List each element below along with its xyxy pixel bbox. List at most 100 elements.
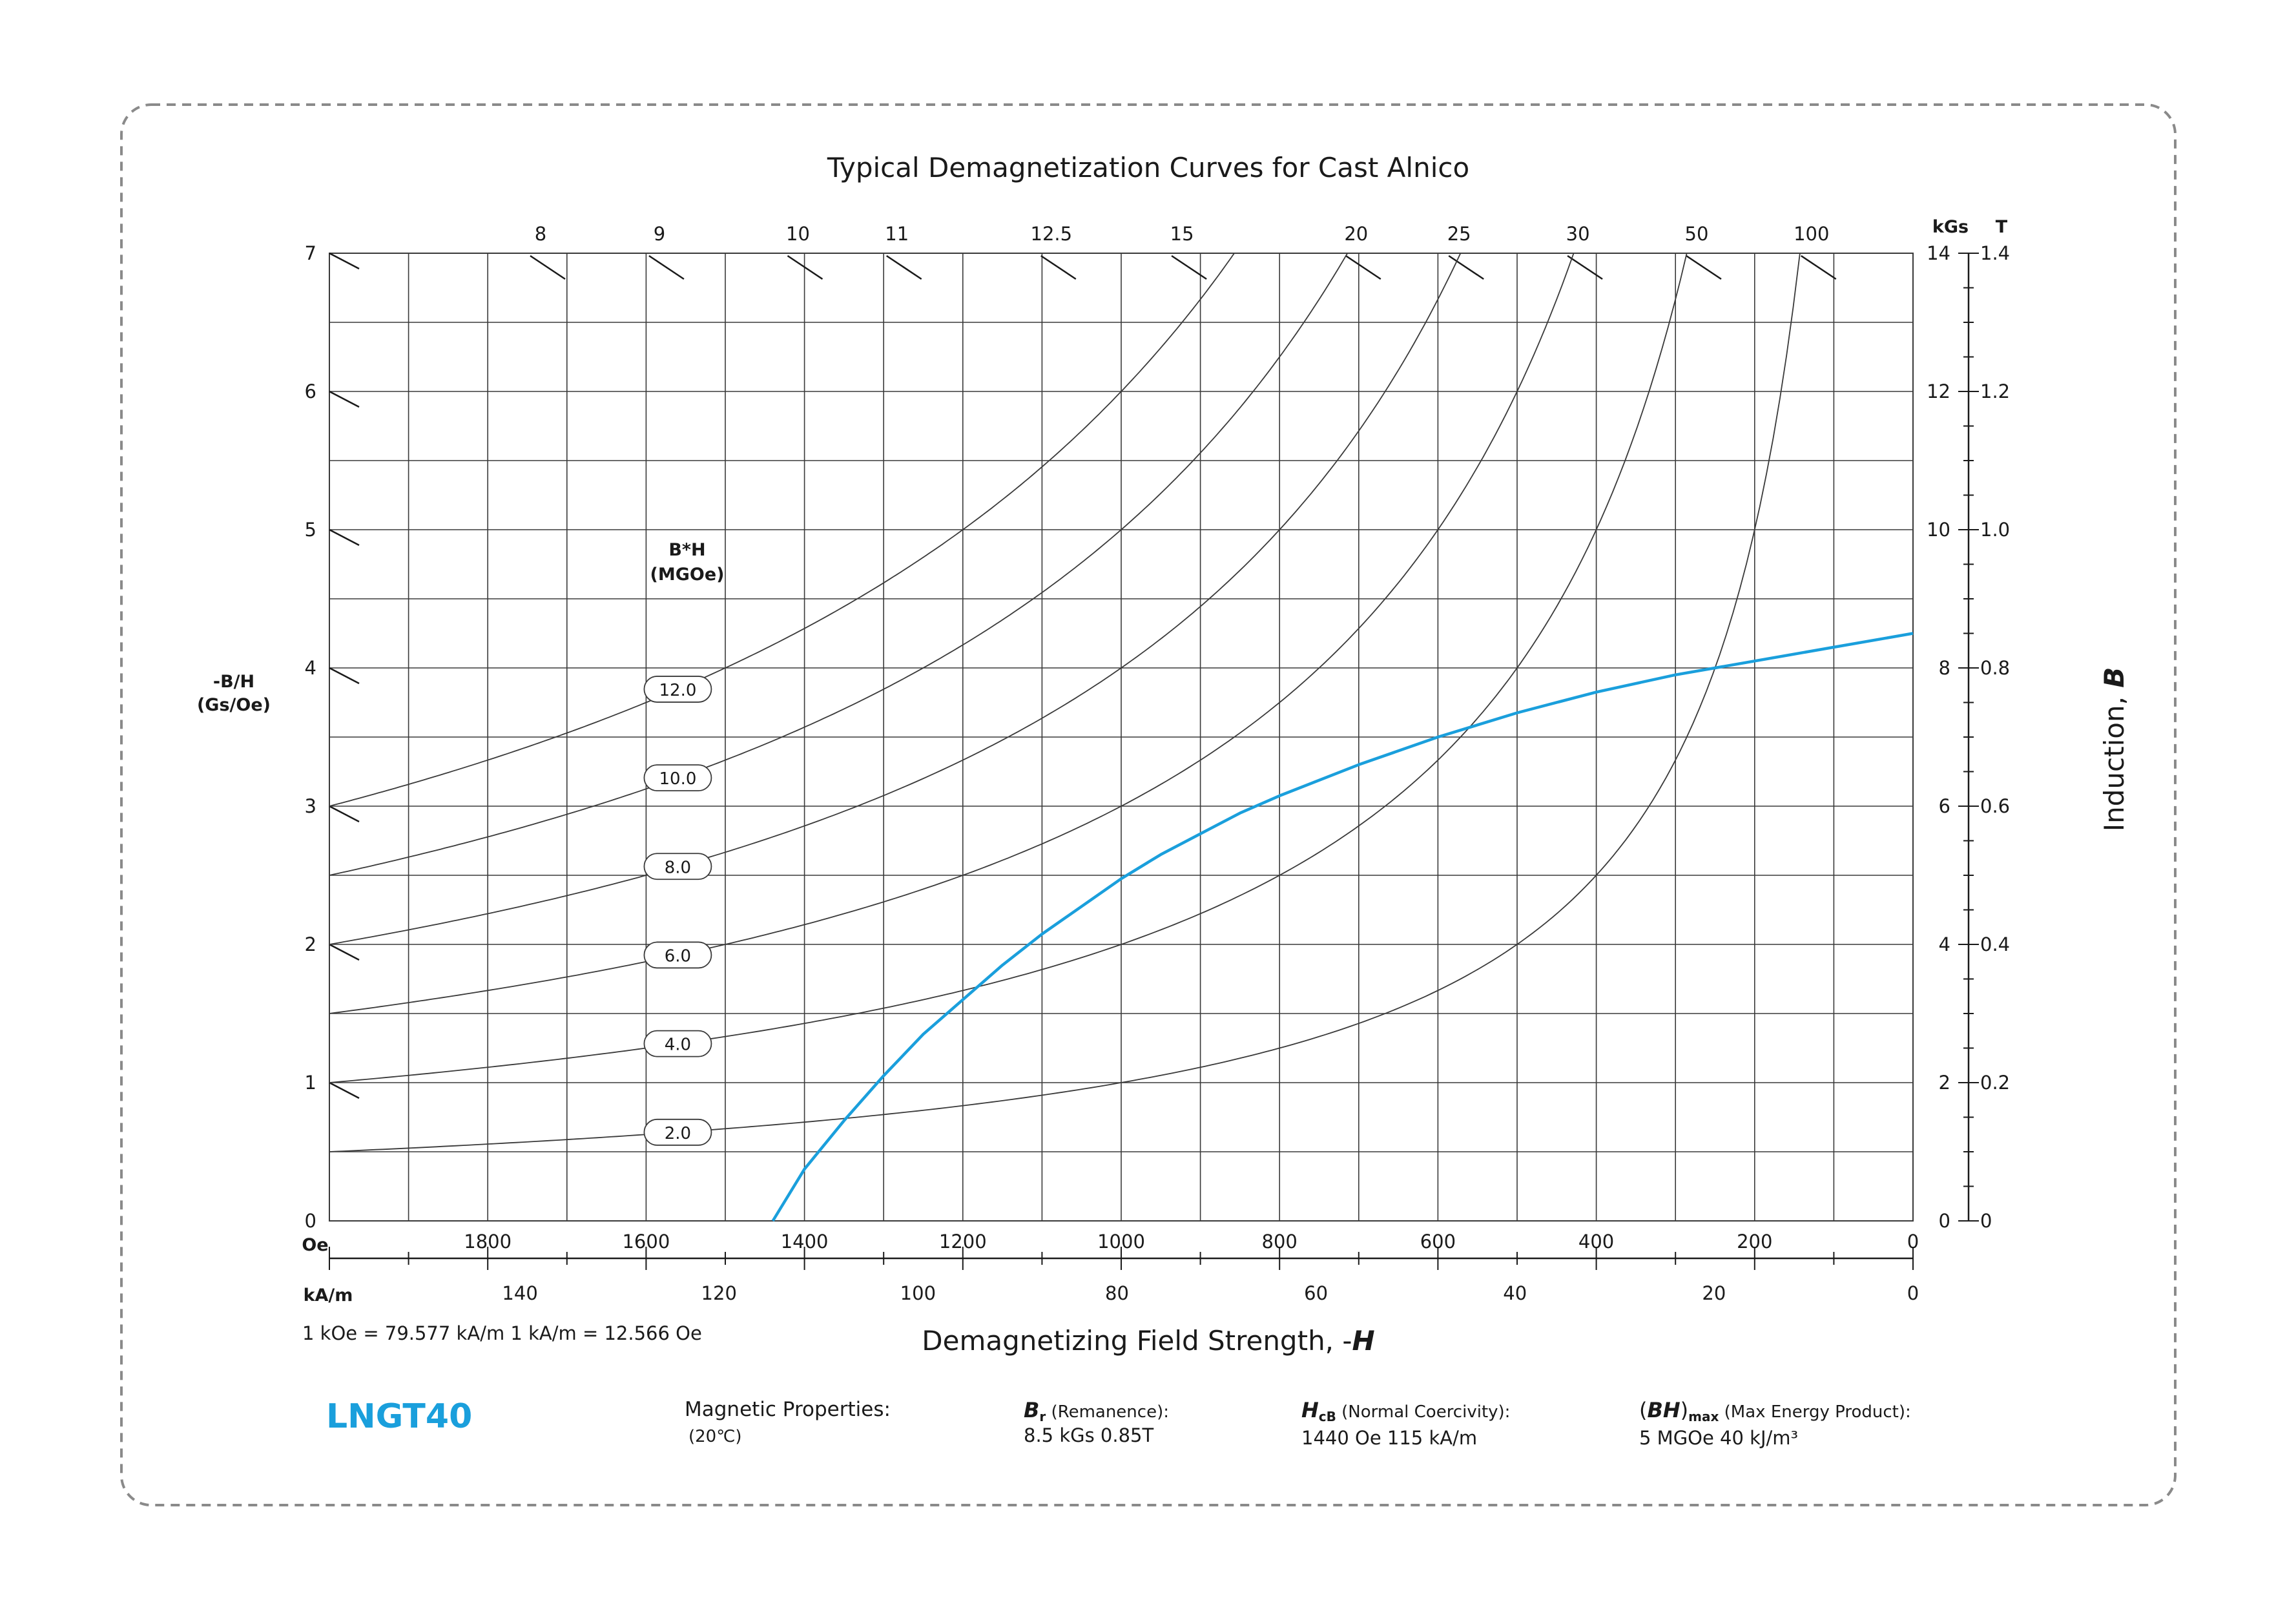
permeance-left-tick [329, 252, 360, 270]
y-tick-label-tesla: 0 [1980, 1210, 1992, 1232]
permeance-tick [648, 255, 685, 280]
bhmax-sub: max [1688, 1409, 1719, 1424]
br-label: (Remanence): [1046, 1402, 1169, 1422]
y-tick-left: 2 [305, 933, 316, 955]
y-axis-title-text: Induction, [2098, 688, 2130, 832]
permeance-tick [530, 255, 566, 280]
energy-curve-label: 8.0 [665, 858, 691, 877]
br-sub: r [1039, 1409, 1046, 1424]
energy-label-line2: (MGOe) [650, 565, 725, 585]
y-axis-title-right: Induction, B [2098, 667, 2130, 832]
temperature-note: (20℃) [688, 1427, 742, 1446]
y-tick-kgs: 8 [1939, 657, 1950, 679]
permeance-label: 10 [786, 223, 810, 245]
permeance-label: 11 [885, 223, 909, 245]
x-tick-label-kam: 60 [1304, 1282, 1328, 1304]
energy-curve [329, 253, 1575, 1014]
permeance-label: 50 [1685, 223, 1709, 245]
hcb-heading: HcB (Normal Coercivity): [1301, 1398, 1510, 1424]
permeance-tick [1801, 255, 1837, 280]
bhmax-heading: (BH)max (Max Energy Product): [1639, 1398, 1911, 1424]
y-tick-left: 0 [305, 1210, 316, 1232]
x-tick-label-oe: 200 [1737, 1231, 1772, 1253]
energy-curve-label: 12.0 [659, 681, 696, 700]
permeance-left-tick [329, 1081, 360, 1099]
x-axis-title: Demagnetizing Field Strength, -H [922, 1325, 1374, 1357]
y-unit-kgs: kGs [1932, 217, 1969, 237]
hcb-symbol: H [1301, 1398, 1319, 1422]
bhmax-paren-open: ( [1639, 1398, 1647, 1422]
x-tick-label-kam: 80 [1105, 1282, 1129, 1304]
permeance-tick [787, 255, 823, 280]
permeance-label: 12.5 [1031, 223, 1073, 245]
permeance-ticks: 8 9 10 11 12.5 15 20 25 30 50 100 [329, 223, 1837, 1099]
x-unit-oe: Oe [302, 1235, 328, 1255]
permeance-label: 100 [1794, 223, 1829, 245]
x-tick-label-oe: 800 [1262, 1231, 1298, 1253]
hcb-label: (Normal Coercivity): [1336, 1402, 1511, 1422]
y-tick-left: 5 [305, 519, 316, 541]
permeance-tick [1040, 255, 1077, 280]
x-tick-label-oe: 1200 [939, 1231, 987, 1253]
chart-title: Typical Demagnetization Curves for Cast … [827, 152, 1469, 183]
y-tick-left: 1 [305, 1072, 316, 1094]
permeance-left-tick [329, 805, 360, 823]
energy-curve-badge [643, 853, 712, 880]
grade-name: LNGT40 [326, 1397, 472, 1436]
y-tick-left: 4 [305, 657, 316, 679]
permeance-tick [1448, 255, 1484, 280]
energy-curve-badge [643, 1030, 712, 1057]
x-axis-title-symbol: H [1352, 1325, 1375, 1357]
y-tick-left: 7 [305, 242, 316, 264]
energy-curve [329, 253, 1462, 945]
energy-curve-badge [643, 941, 712, 969]
energy-curve [329, 253, 1688, 1083]
magnetic-properties-label: Magnetic Properties: [685, 1398, 891, 1421]
energy-curve-badge [643, 764, 712, 792]
y-tick-label-tesla: 1.2 [1980, 380, 2010, 402]
left-axis-label-line2: (Gs/Oe) [197, 695, 271, 715]
permeance-left-tick [329, 667, 360, 685]
permeance-left-tick [329, 943, 360, 961]
permeance-label: 30 [1566, 223, 1590, 245]
x-tick-label-oe: 1400 [781, 1231, 829, 1253]
energy-curve-label: 2.0 [665, 1124, 691, 1143]
bhmax-paren-close: ) [1681, 1398, 1688, 1422]
y-unit-t: T [1996, 217, 2008, 237]
permeance-label: 15 [1170, 223, 1194, 245]
x-tick-label-oe: 0 [1907, 1231, 1919, 1253]
plot-frame [329, 253, 1914, 1222]
br-symbol: B [1024, 1398, 1039, 1422]
permeance-tick [1686, 255, 1722, 280]
x-tick-label-kam: 0 [1907, 1282, 1919, 1304]
hcb-sub: cB [1319, 1409, 1336, 1424]
y-tick-kgs: 10 [1927, 519, 1950, 541]
demag-curve [771, 632, 1914, 1222]
demag-series [771, 632, 1914, 1222]
br-value: 8.5 kGs 0.85T [1024, 1424, 1154, 1446]
bhmax-value: 5 MGOe 40 kJ/m³ [1639, 1427, 1798, 1449]
permeance-left-tick [329, 528, 360, 546]
y-tick-kgs: 14 [1927, 242, 1950, 264]
x-unit-kam: kA/m [304, 1285, 353, 1306]
x-tick-label-oe: 600 [1420, 1231, 1456, 1253]
permeance-tick [886, 255, 922, 280]
y-tick-kgs: 2 [1939, 1072, 1950, 1094]
bhmax-symbol: BH [1647, 1398, 1680, 1422]
y-tick-label-tesla: 0.4 [1980, 933, 2010, 955]
y-tick-kgs: 0 [1939, 1210, 1950, 1232]
y-tick-kgs: 4 [1939, 933, 1950, 955]
x-tick-label-oe: 1600 [622, 1231, 670, 1253]
x-tick-label-oe: 400 [1578, 1231, 1614, 1253]
x-tick-label-kam: 20 [1702, 1282, 1726, 1304]
permeance-tick [1345, 255, 1381, 280]
energy-curve [329, 253, 1801, 1152]
permeance-label: 9 [654, 223, 665, 245]
y-axis-title-symbol: B [2098, 667, 2130, 688]
hcb-value: 1440 Oe 115 kA/m [1301, 1427, 1477, 1449]
br-heading: Br (Remanence): [1024, 1398, 1169, 1424]
y-tick-left: 3 [305, 795, 316, 817]
energy-curve-label: 6.0 [665, 946, 691, 966]
energy-curve-label: 4.0 [665, 1035, 691, 1055]
